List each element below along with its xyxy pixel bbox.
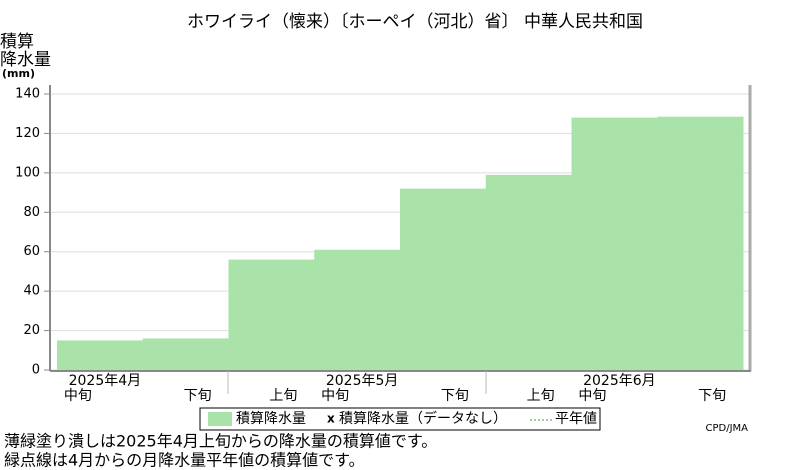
area-step [314,249,401,370]
x-tick-label: 上旬 [269,388,297,404]
x-tick-label: 中旬 [321,388,349,404]
plot-area [50,93,750,371]
y-tick-label: 80 [23,205,40,220]
note: 緑点線は4月からの月降水量平年値の積算値です。 [4,451,365,470]
month-label: 2025年4月 [69,373,142,389]
legend-label: 積算降水量 [236,411,306,427]
y-tick-label: 100 [15,165,40,180]
credit: CPD/JMA [706,423,749,434]
legend-label: 積算降水量（データなし） [339,410,507,427]
area-step [400,188,487,370]
x-tick-label: 下旬 [441,388,469,404]
x-tick-label: 下旬 [698,388,726,404]
note: 薄緑塗り潰しは2025年4月上旬からの降水量の積算値です。 [4,432,437,451]
y-tick-label: 0 [32,363,40,378]
y-tick-label: 40 [23,284,40,299]
x-tick-label: 中旬 [578,388,606,404]
month-label: 2025年6月 [583,373,656,389]
x-tick-label: 上旬 [527,388,555,404]
y-label: 降水量 [0,50,51,70]
y-label: 積算 [0,32,34,52]
area-step [228,259,315,370]
legend-label: 平年値 [555,411,597,427]
legend-box [199,407,601,431]
y-tick-label: 140 [15,87,40,102]
x-tick-label: 下旬 [184,388,212,404]
month-label: 2025年5月 [326,373,399,389]
area-step [485,174,572,370]
y-tick-label: 20 [23,323,40,338]
legend-marker: x [327,412,335,426]
y-tick-label: 60 [23,244,40,259]
chart-title: ホワイライ（懐来）〔ホーペイ（河北）省〕 中華人民共和国 [187,12,643,32]
area-step [57,340,144,370]
y-label: (mm) [2,67,35,80]
area-step [142,338,229,370]
y-tick-label: 120 [15,126,40,141]
area-step [657,116,744,371]
area-step [571,117,658,371]
x-tick-label: 中旬 [64,388,92,404]
legend: 積算降水量 x 積算降水量（データなし） 平年値 [199,407,601,431]
legend-swatch [208,412,232,426]
